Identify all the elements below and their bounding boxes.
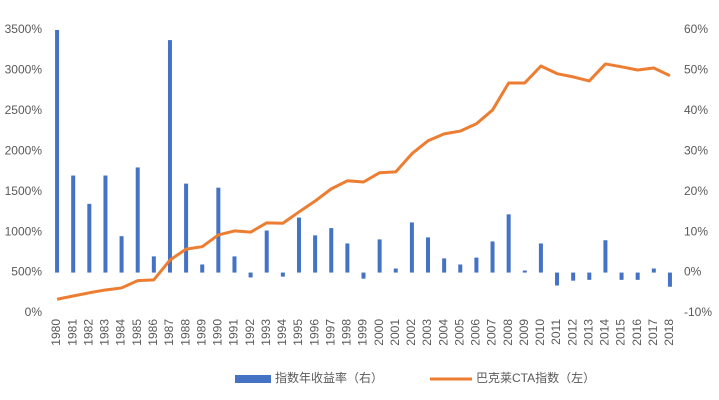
bar: [522, 270, 527, 273]
bar: [603, 240, 608, 273]
bar: [232, 256, 237, 273]
bar: [200, 264, 205, 273]
bar: [361, 272, 366, 279]
x-tick-label: 1994: [275, 319, 289, 346]
bar: [538, 243, 543, 273]
y2-tick-label: 0%: [684, 265, 702, 279]
x-tick-label: 2011: [549, 319, 563, 345]
bar: [571, 272, 576, 281]
x-tick-label: 2004: [436, 319, 450, 346]
x-tick-label: 1996: [307, 319, 321, 346]
y-tick-label: 1500%: [5, 184, 43, 198]
x-tick-label: 1995: [291, 319, 305, 346]
line: [56, 62, 671, 301]
y-tick-label: 0%: [25, 305, 43, 319]
y2-tick-label: -10%: [684, 305, 712, 319]
bar: [506, 214, 511, 273]
y-tick-label: 2500%: [5, 103, 43, 117]
x-tick-label: 2000: [372, 319, 386, 346]
bar: [555, 272, 560, 286]
legend-label: 指数年收益率（右）: [275, 370, 383, 385]
y2-tick-label: 60%: [684, 22, 708, 36]
x-tick-label: 1991: [227, 319, 241, 346]
y2-tick-label: 50%: [684, 63, 708, 77]
bar: [458, 264, 463, 273]
bar: [248, 272, 253, 278]
bar: [490, 241, 495, 273]
x-tick-label: 1997: [323, 319, 337, 346]
x-tick-label: 2018: [662, 319, 676, 346]
y-tick-label: 3000%: [5, 63, 43, 77]
bar: [87, 203, 92, 273]
bar: [167, 40, 172, 273]
bar: [377, 239, 382, 273]
legend-swatch: [235, 375, 271, 383]
x-tick-label: 2012: [565, 319, 579, 346]
x-tick-label: 2017: [646, 319, 660, 346]
bar: [426, 237, 431, 273]
x-tick-label: 1993: [259, 319, 273, 346]
bar: [119, 236, 124, 273]
bar: [345, 243, 350, 273]
x-tick-label: 2006: [469, 319, 483, 346]
bar: [264, 230, 269, 273]
bar: [216, 187, 221, 273]
x-tick-label: 1992: [243, 319, 257, 346]
x-tick-label: 2008: [501, 319, 515, 346]
bar: [184, 183, 189, 273]
x-tick-label: 1989: [194, 319, 208, 346]
y2-tick-label: 40%: [684, 103, 708, 117]
y-tick-label: 500%: [11, 265, 42, 279]
bar: [329, 228, 334, 273]
x-tick-label: 2003: [420, 319, 434, 346]
y2-tick-label: 20%: [684, 184, 708, 198]
x-tick-label: 2015: [614, 319, 628, 346]
bar: [71, 175, 76, 273]
x-tick-label: 1990: [211, 319, 225, 346]
bar: [667, 272, 672, 287]
x-tick-label: 1985: [130, 319, 144, 346]
bar: [474, 257, 479, 273]
x-tick-label: 1982: [81, 319, 95, 346]
x-tick-label: 1986: [146, 319, 160, 346]
bar: [296, 217, 301, 273]
x-tick-label: 2013: [581, 319, 595, 346]
y2-tick-label: 10%: [684, 224, 708, 238]
x-tick-label: 1983: [98, 319, 112, 346]
bar: [635, 272, 640, 280]
x-tick-label: 1984: [114, 319, 128, 346]
x-tick-label: 1999: [356, 319, 370, 346]
x-tick-label: 2016: [630, 319, 644, 346]
bar: [313, 235, 318, 273]
x-tick-label: 2014: [598, 319, 612, 346]
x-tick-label: 1981: [65, 319, 79, 346]
bar: [55, 30, 60, 273]
x-tick-label: 2010: [533, 319, 547, 346]
x-tick-label: 1998: [340, 319, 354, 346]
x-tick-label: 2009: [517, 319, 531, 346]
bar: [393, 268, 398, 273]
bar: [651, 268, 656, 273]
bar: [151, 256, 156, 273]
y-tick-label: 3500%: [5, 22, 43, 36]
x-tick-label: 2001: [388, 319, 402, 346]
bar: [135, 167, 140, 273]
bar: [619, 272, 624, 280]
legend-label: 巴克莱CTA指数（左）: [476, 370, 595, 385]
x-tick-label: 1987: [162, 319, 176, 346]
x-tick-label: 1980: [49, 319, 63, 346]
bar: [103, 175, 108, 273]
y2-tick-label: 30%: [684, 143, 708, 157]
x-tick-label: 2007: [485, 319, 499, 346]
y-tick-label: 1000%: [5, 224, 43, 238]
x-tick-label: 2005: [452, 319, 466, 346]
bar: [409, 222, 414, 273]
bar: [442, 258, 447, 273]
x-tick-label: 2002: [404, 319, 418, 346]
bar: [587, 272, 592, 280]
y-tick-label: 2000%: [5, 143, 43, 157]
x-tick-label: 1988: [178, 319, 192, 346]
bar: [280, 272, 285, 277]
